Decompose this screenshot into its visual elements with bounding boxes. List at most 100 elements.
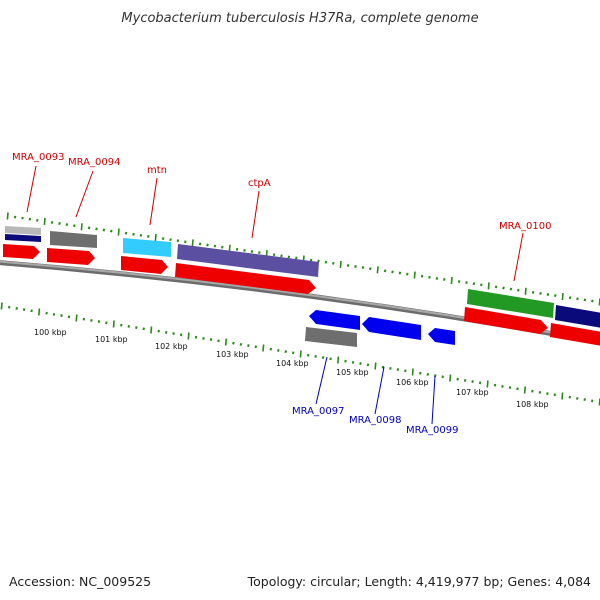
gene-label-MRA_0098[interactable]: MRA_0098 [349,415,401,426]
minor-tick [97,320,101,324]
minor-tick [428,275,431,279]
minor-tick [501,384,504,388]
minor-tick [531,290,535,294]
minor-tick [102,228,106,232]
minor-tick [456,377,459,381]
minor-tick [443,277,446,281]
minor-tick [239,342,243,346]
gene-label-ctpA[interactable]: ctpA [248,178,271,189]
gene-block[interactable] [305,327,357,347]
minor-tick [232,341,235,345]
minor-tick [124,231,128,235]
minor-tick [179,333,183,337]
minor-tick [553,393,557,397]
minor-tick [420,274,424,278]
minor-tick [369,267,372,271]
kbp-label: 108 kbp [516,400,549,409]
minor-tick [7,305,11,309]
minor-tick [82,317,86,321]
minor-tick [383,269,387,273]
minor-tick [306,353,310,357]
callout-line [75,170,94,218]
minor-tick [243,248,246,252]
minor-tick [351,360,355,364]
minor-tick [110,229,113,233]
gene-label-MRA_0097[interactable]: MRA_0097 [292,406,344,417]
minor-tick [164,330,168,334]
minor-tick [463,378,467,382]
minor-tick [147,234,150,238]
minor-tick [583,298,587,302]
minor-tick [157,329,160,333]
gene-arrow[interactable] [464,307,548,334]
major-tick [75,314,78,322]
gene-block[interactable] [467,289,554,318]
gene-block[interactable] [50,231,97,248]
callout-line [513,232,524,282]
minor-tick [396,368,400,372]
gene-label-MRA_0099[interactable]: MRA_0099 [406,425,458,436]
minor-tick [161,237,165,241]
kbp-label: 103 kbp [216,350,249,359]
minor-tick [493,383,497,387]
major-tick [262,344,265,352]
minor-tick [87,226,91,230]
callout-line [26,165,37,213]
minor-tick [198,242,202,246]
minor-tick [95,227,98,231]
minor-tick [471,380,474,384]
gene-label-MRA_0100[interactable]: MRA_0100 [499,221,551,232]
major-tick [450,276,453,285]
callout-line [374,366,385,415]
gene-callouts: MRA_0093 MRA_0094 mtn ctpA MRA_0100 MRA_… [12,152,551,436]
minor-tick [517,288,520,292]
minor-tick [280,254,283,258]
minor-tick [65,223,69,227]
kbp-labels: 100 kbp 101 kbp 102 kbp 103 kbp 104 kbp … [34,328,549,409]
gene-block[interactable] [5,226,41,235]
minor-tick [284,350,288,354]
minor-tick [329,357,332,361]
minor-tick [583,398,586,402]
kbp-label: 101 kbp [95,335,128,344]
gene-arrow[interactable] [362,317,421,340]
gene-arrow[interactable] [550,323,600,346]
minor-tick [169,238,172,242]
minor-tick [28,217,32,221]
minor-tick [176,239,180,243]
minor-tick [539,291,542,295]
kbp-label: 105 kbp [336,368,369,377]
callout-line [251,190,260,239]
minor-tick [60,314,63,318]
minor-tick [406,272,409,276]
gene-block[interactable] [177,244,319,277]
gene-block[interactable] [555,305,600,328]
minor-tick [472,282,476,286]
gene-arrow[interactable] [47,248,95,265]
minor-tick [391,270,394,274]
minor-tick [135,326,138,330]
minor-tick [480,283,483,287]
outer-tick-track [6,212,600,306]
major-tick [523,386,527,394]
minor-tick [317,259,320,263]
major-tick [299,350,302,358]
gene-arrow[interactable] [309,310,360,330]
gene-label-MRA_0094[interactable]: MRA_0094 [68,157,120,168]
gene-arrow[interactable] [121,256,168,274]
gene-label-mtn[interactable]: mtn [147,165,167,176]
minor-tick [457,280,461,284]
gene-arrow[interactable] [175,263,316,294]
genome-summary: Topology: circular; Length: 4,419,977 bp… [247,574,591,589]
minor-tick [291,351,295,355]
minor-tick [142,327,145,331]
gene-block[interactable] [123,238,171,257]
gene-arrow[interactable] [428,328,455,345]
minor-tick [404,369,407,373]
minor-tick [554,294,557,298]
kbp-label: 102 kbp [155,342,188,351]
gene-arrow[interactable] [3,244,40,259]
minor-tick [419,371,422,375]
gene-block[interactable] [5,234,41,242]
gene-label-MRA_0093[interactable]: MRA_0093 [12,152,64,163]
